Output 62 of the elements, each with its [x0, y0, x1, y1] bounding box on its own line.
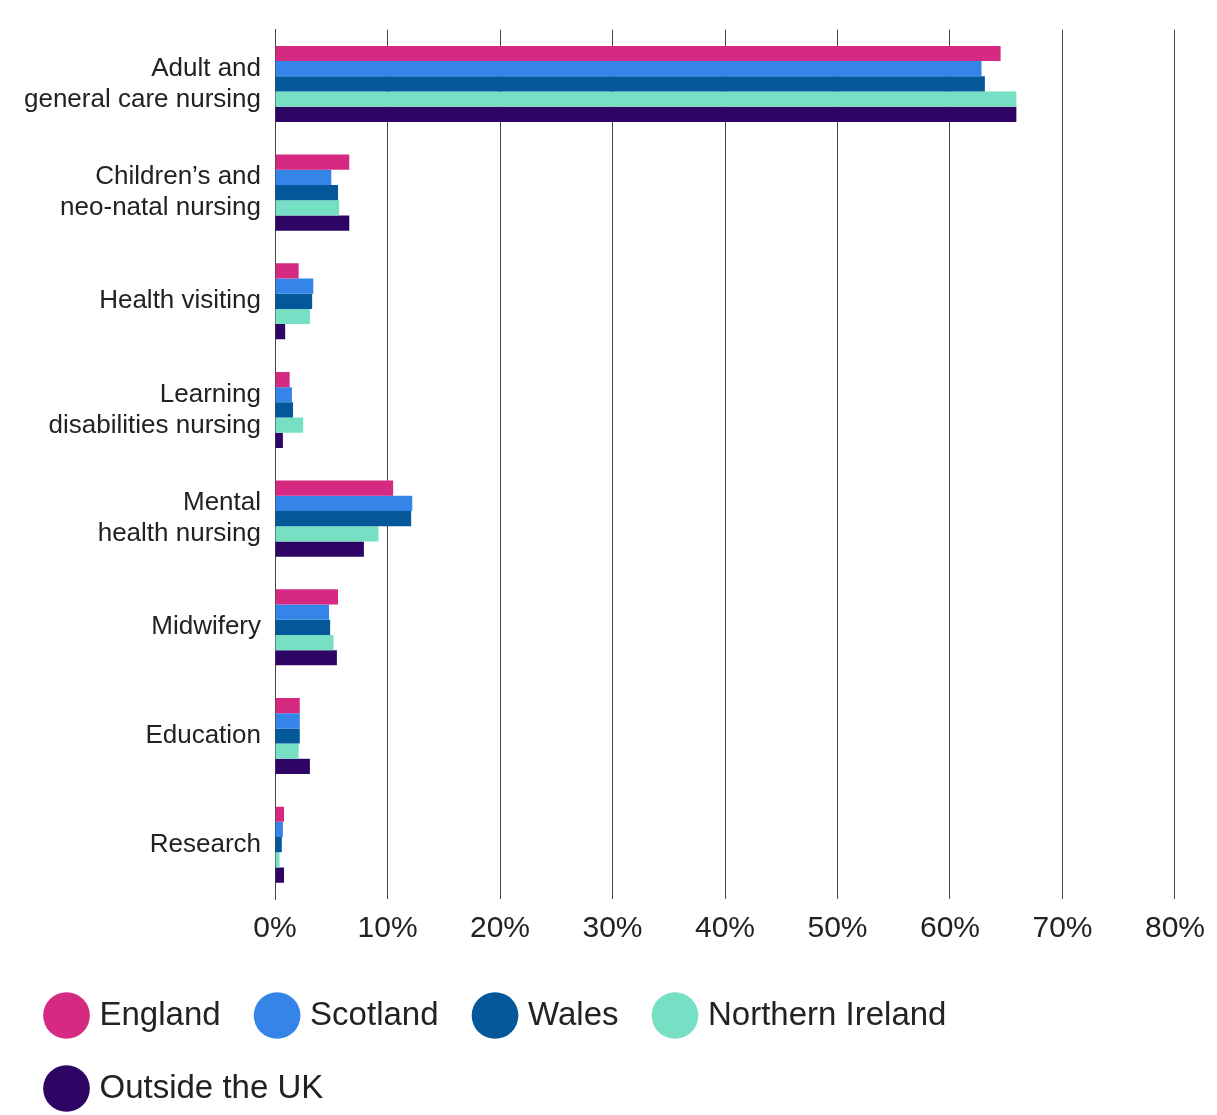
bar — [275, 324, 286, 340]
bar — [275, 619, 331, 635]
bar — [275, 263, 299, 279]
x-tick-label: 80% — [1144, 910, 1205, 944]
bar — [275, 758, 310, 775]
y-tick-label: Learning disabilities nursing — [48, 377, 262, 439]
x-tick-label: 30% — [582, 910, 643, 944]
bar — [275, 293, 313, 309]
bar — [275, 650, 337, 666]
bar — [275, 432, 283, 448]
y-tick-label: Midwifery — [151, 610, 262, 641]
bar — [275, 697, 300, 714]
legend-label: England — [99, 994, 221, 1032]
bar — [275, 743, 299, 759]
bar — [275, 154, 350, 170]
x-tick-label: 40% — [694, 910, 756, 944]
bar — [275, 371, 290, 388]
bar — [275, 589, 339, 605]
y-tick-label: Research — [149, 827, 262, 858]
x-tick-label: 60% — [919, 910, 981, 944]
bar — [275, 526, 379, 542]
legend-label: Outside the UK — [99, 1067, 324, 1105]
y-tick-label: Mental health nursing — [97, 486, 262, 548]
bar — [275, 495, 413, 512]
y-tick-label: Health visiting — [99, 284, 262, 315]
bar — [275, 278, 314, 294]
x-tick-label: 10% — [357, 910, 418, 944]
bar — [275, 713, 300, 729]
bar — [275, 387, 292, 403]
y-tick-label: Adult and general care nursing — [23, 51, 262, 113]
bar — [275, 417, 304, 433]
x-tick-label: 0% — [253, 910, 297, 944]
bar — [275, 308, 310, 325]
bar — [275, 604, 330, 620]
bar — [275, 728, 300, 744]
bar — [275, 200, 340, 216]
legend-label: Scotland — [310, 994, 439, 1032]
bar — [275, 634, 334, 651]
bar — [275, 215, 350, 231]
bar — [275, 541, 364, 557]
legend-label: Northern Ireland — [707, 994, 947, 1032]
bar — [275, 511, 412, 527]
x-tick-label: 70% — [1032, 910, 1093, 944]
bar — [275, 61, 982, 77]
bar — [275, 76, 985, 92]
bar — [275, 169, 332, 186]
bar — [275, 821, 283, 838]
x-tick-label: 50% — [807, 910, 868, 944]
bar — [275, 806, 285, 822]
bar — [275, 837, 282, 853]
bar — [275, 106, 1017, 122]
y-tick-label: Children’s and neo-natal nursing — [60, 160, 262, 222]
bar — [275, 867, 285, 883]
bar — [275, 91, 1017, 107]
y-tick-label: Education — [145, 719, 262, 750]
x-tick-label: 20% — [470, 910, 531, 944]
bar — [275, 402, 294, 418]
bar — [275, 185, 339, 201]
bar — [275, 45, 1001, 62]
bar — [275, 852, 280, 868]
legend-label: Wales — [528, 994, 619, 1032]
bar — [275, 480, 394, 496]
